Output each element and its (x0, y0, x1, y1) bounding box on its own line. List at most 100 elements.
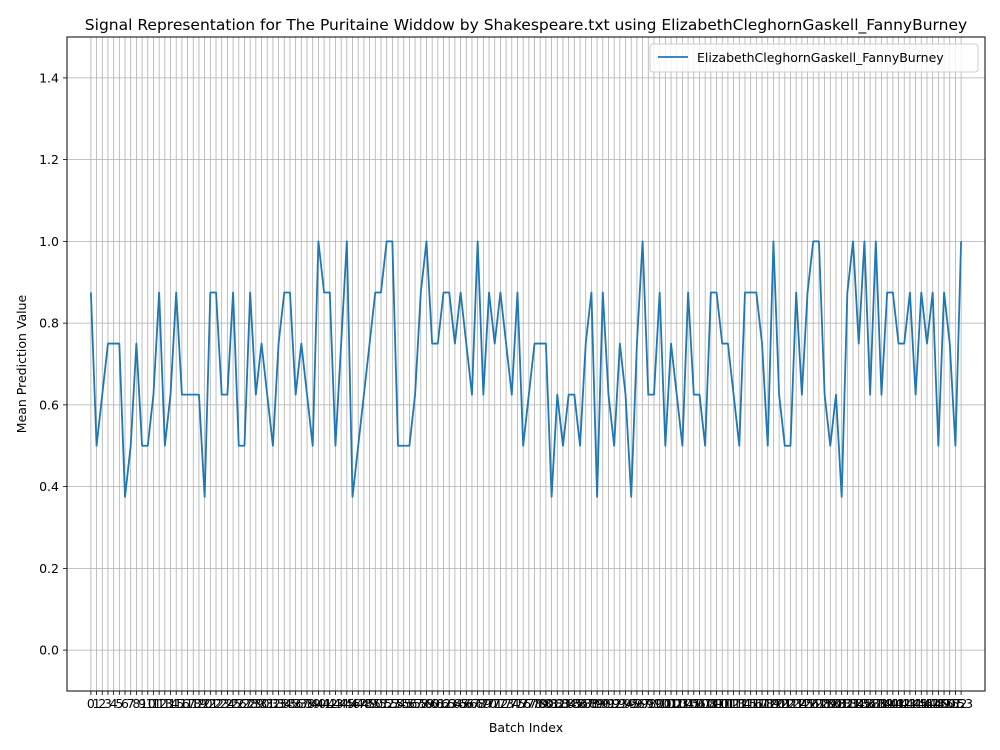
y-tick-label: 0.2 (39, 561, 59, 576)
legend-box (649, 43, 979, 73)
y-tick-label: 1.4 (39, 70, 59, 85)
x-axis-label: Batch Index (489, 720, 563, 735)
x-tick-label: 150 (932, 696, 956, 711)
x-tick-label: 93 (612, 696, 628, 711)
x-tick-label: 141 (881, 696, 905, 711)
x-tick-label: 127 (801, 696, 825, 711)
x-tick-label: 50 (367, 696, 383, 711)
x-tick-label: 89 (589, 696, 605, 711)
x-tick-label: 73 (498, 696, 514, 711)
x-tick-label: 3 (104, 696, 112, 711)
x-tick-label: 75 (510, 696, 526, 711)
x-tick-label: 34 (276, 696, 292, 711)
x-tick-label: 20 (197, 696, 213, 711)
x-axis-ticks: 0123456789101112131415161718192021222324… (87, 691, 973, 711)
x-tick-label: 11 (146, 696, 162, 711)
plot-frame (66, 36, 986, 692)
x-tick-label: 70 (481, 696, 497, 711)
x-tick-label: 117 (744, 696, 768, 711)
x-tick-label: 66 (458, 696, 474, 711)
x-tick-label: 0 (87, 696, 95, 711)
x-tick-label: 95 (623, 696, 639, 711)
x-tick-label: 16 (174, 696, 190, 711)
x-tick-label: 132 (830, 696, 854, 711)
x-tick-label: 54 (390, 696, 406, 711)
x-tick-label: 129 (813, 696, 837, 711)
x-tick-label: 46 (345, 696, 361, 711)
x-tick-label: 94 (618, 696, 634, 711)
x-tick-label: 60 (424, 696, 440, 711)
x-tick-label: 27 (237, 696, 253, 711)
x-tick-label: 13 (157, 696, 173, 711)
x-tick-label: 92 (606, 696, 622, 711)
x-tick-label: 4 (110, 696, 118, 711)
x-tick-label: 110 (705, 696, 729, 711)
x-tick-label: 57 (407, 696, 423, 711)
x-tick-label: 49 (362, 696, 378, 711)
series-line (89, 240, 963, 498)
y-tick-label: 1.2 (39, 152, 59, 167)
x-tick-label: 119 (756, 696, 780, 711)
x-tick-label: 74 (504, 696, 520, 711)
y-axis-label: Mean Prediction Value (14, 294, 29, 433)
x-tick-label: 61 (430, 696, 446, 711)
x-tick-label: 81 (544, 696, 560, 711)
x-tick-label: 63 (441, 696, 457, 711)
grid-lines (67, 37, 985, 691)
x-tick-label: 133 (835, 696, 859, 711)
x-tick-label: 98 (640, 696, 656, 711)
y-tick-label: 0.4 (39, 479, 59, 494)
x-tick-label: 86 (572, 696, 588, 711)
x-tick-label: 77 (521, 696, 537, 711)
x-tick-label: 17 (180, 696, 196, 711)
x-tick-label: 79 (532, 696, 548, 711)
x-tick-label: 31 (259, 696, 275, 711)
x-tick-label: 29 (248, 696, 264, 711)
x-tick-label: 68 (470, 696, 486, 711)
x-tick-label: 52 (379, 696, 395, 711)
x-tick-label: 35 (282, 696, 298, 711)
x-tick-label: 151 (938, 696, 962, 711)
x-tick-label: 42 (322, 696, 338, 711)
x-tick-label: 134 (841, 696, 865, 711)
x-tick-label: 111 (710, 696, 734, 711)
x-tick-label: 30 (254, 696, 270, 711)
x-tick-label: 131 (824, 696, 848, 711)
x-tick-label: 135 (847, 696, 871, 711)
x-tick-label: 22 (208, 696, 224, 711)
x-tick-label: 76 (515, 696, 531, 711)
x-tick-label: 84 (561, 696, 577, 711)
x-tick-label: 38 (299, 696, 315, 711)
x-tick-label: 113 (722, 696, 746, 711)
x-tick-label: 96 (629, 696, 645, 711)
x-tick-label: 24 (219, 696, 235, 711)
x-tick-label: 21 (202, 696, 218, 711)
x-tick-label: 45 (339, 696, 355, 711)
x-tick-label: 125 (790, 696, 814, 711)
x-tick-label: 9 (138, 696, 146, 711)
x-tick-label: 146 (909, 696, 933, 711)
x-tick-label: 145 (904, 696, 928, 711)
x-tick-label: 153 (949, 696, 973, 711)
y-tick-label: 0.6 (39, 397, 59, 412)
x-tick-label: 147 (915, 696, 939, 711)
x-tick-label: 39 (305, 696, 321, 711)
x-tick-label: 8 (132, 696, 140, 711)
x-tick-label: 102 (659, 696, 683, 711)
y-tick-label: 0.8 (39, 316, 59, 331)
x-tick-label: 152 (943, 696, 967, 711)
y-tick-label: 0.0 (39, 643, 59, 658)
x-tick-label: 41 (316, 696, 332, 711)
x-tick-label: 51 (373, 696, 389, 711)
x-tick-label: 43 (328, 696, 344, 711)
x-tick-label: 140 (875, 696, 899, 711)
x-tick-label: 105 (676, 696, 700, 711)
x-tick-label: 6 (121, 696, 129, 711)
x-tick-label: 28 (242, 696, 258, 711)
x-tick-label: 55 (396, 696, 412, 711)
x-tick-label: 124 (784, 696, 808, 711)
x-tick-label: 138 (864, 696, 888, 711)
x-tick-label: 90 (595, 696, 611, 711)
x-tick-label: 26 (231, 696, 247, 711)
x-tick-label: 120 (761, 696, 785, 711)
